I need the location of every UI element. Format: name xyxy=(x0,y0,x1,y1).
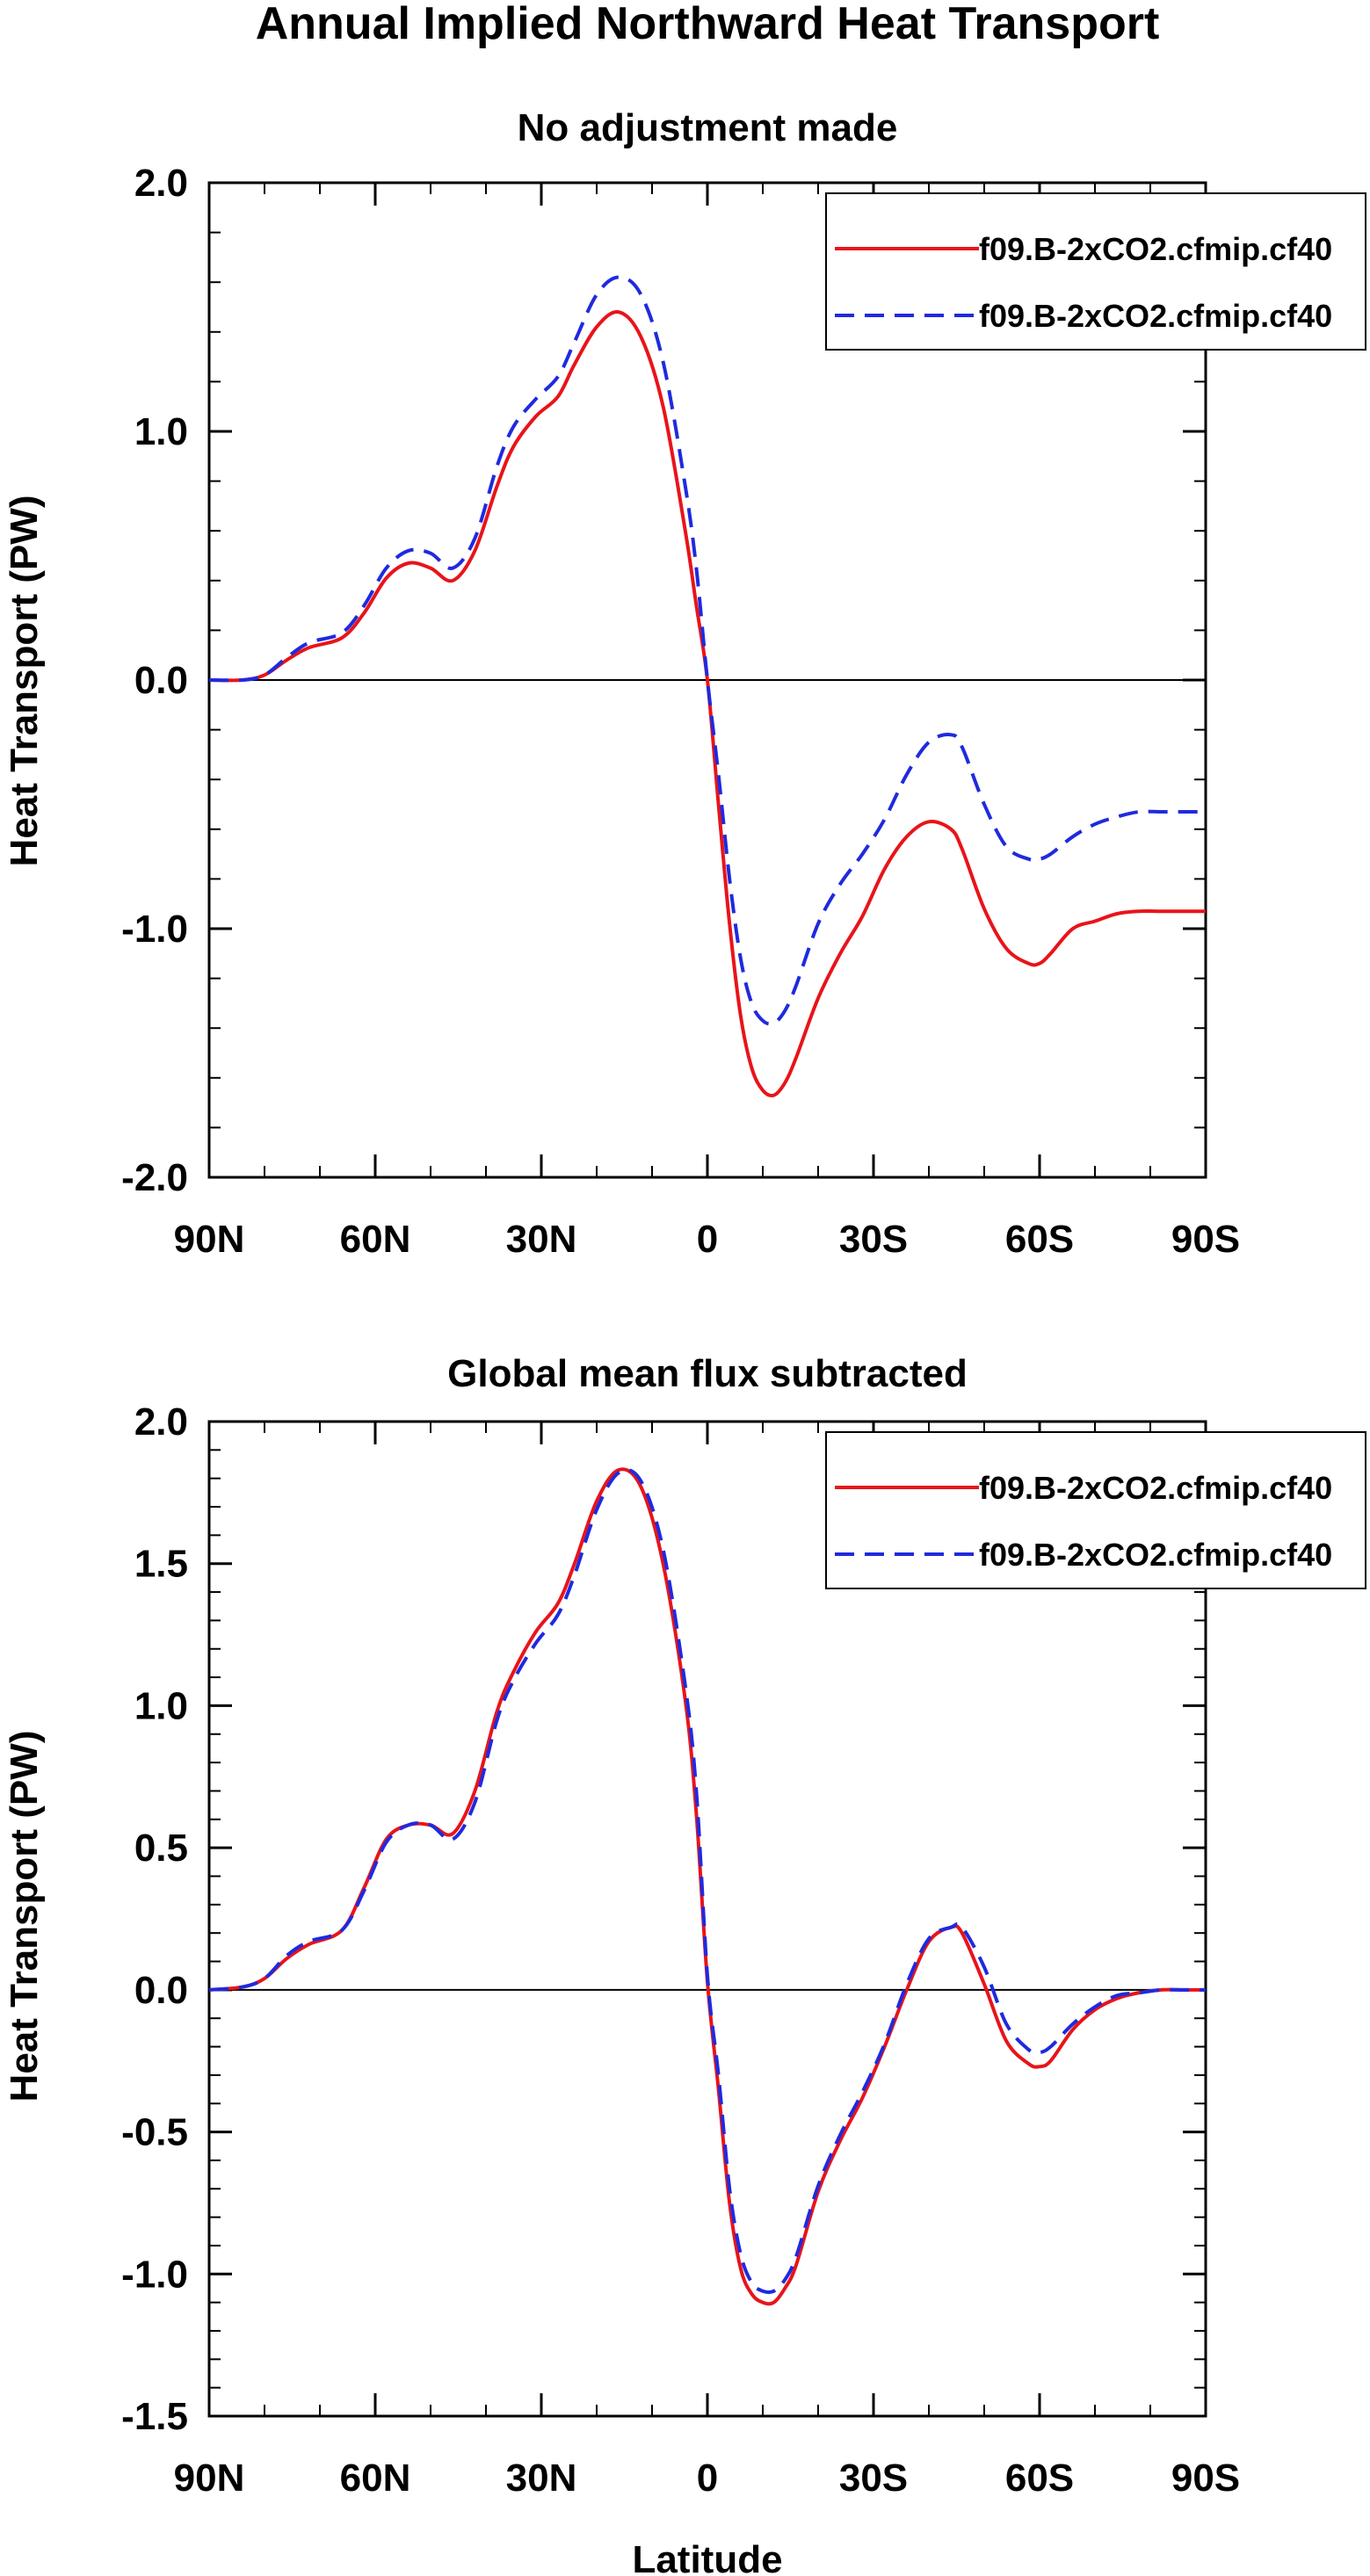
y-tick-label: 0.0 xyxy=(134,1969,188,2012)
legend-label: f09.B-2xCO2.cfmip.cf40 xyxy=(979,231,1332,267)
x-tick-label: 60S xyxy=(1005,1218,1074,1261)
x-tick-label: 30S xyxy=(839,2457,908,2500)
x-tick-label: 0 xyxy=(697,2457,718,2500)
y-tick-label: 1.5 xyxy=(134,1543,188,1586)
x-tick-label: 30N xyxy=(506,1218,577,1261)
legend-box xyxy=(825,1431,1366,1589)
panel-global-mean-subtracted: Global mean flux subtracted Heat Transpo… xyxy=(3,1352,1366,2500)
panel-title: Global mean flux subtracted xyxy=(447,1352,968,1395)
y-axis-label: Heat Transport (PW) xyxy=(3,496,46,867)
y-tick-label: 1.0 xyxy=(134,410,188,453)
y-tick-label: 0.0 xyxy=(134,659,188,702)
x-tick-label: 30S xyxy=(839,1218,908,1261)
series-line-dashed xyxy=(208,275,1206,1026)
y-axis-label: Heat Transport (PW) xyxy=(3,1731,46,2102)
x-tick-label: 30N xyxy=(506,2457,577,2500)
x-tick-label: 60N xyxy=(340,1218,411,1261)
y-tick-label: -0.5 xyxy=(121,2111,188,2154)
legend-label: f09.B-2xCO2.cfmip.cf40 xyxy=(979,1537,1332,1573)
y-tick-label: -1.0 xyxy=(121,2253,188,2296)
x-tick-label: 60S xyxy=(1005,2457,1074,2500)
x-tick-label: 90N xyxy=(174,2457,245,2500)
y-tick-label: 0.5 xyxy=(134,1827,188,1870)
x-tick-label: 90S xyxy=(1171,2457,1240,2500)
x-axis-label: Latitude xyxy=(632,2538,782,2576)
legend-label: f09.B-2xCO2.cfmip.cf40 xyxy=(979,1470,1332,1506)
y-tick-label: 2.0 xyxy=(134,1400,188,1444)
series-line-solid xyxy=(208,1467,1206,2306)
panel-no-adjustment: No adjustment made Heat Transport (PW) 9… xyxy=(3,106,1366,1261)
legend: f09.B-2xCO2.cfmip.cf40 f09.B-2xCO2.cfmip.… xyxy=(825,192,1366,351)
legend: f09.B-2xCO2.cfmip.cf40 f09.B-2xCO2.cfmip.… xyxy=(825,1431,1366,1589)
legend-box xyxy=(825,192,1366,351)
x-tick-label: 0 xyxy=(697,1218,718,1261)
legend-label: f09.B-2xCO2.cfmip.cf40 xyxy=(979,298,1332,334)
y-tick-label: -1.5 xyxy=(121,2395,188,2438)
x-tick-label: 60N xyxy=(340,2457,411,2500)
y-tick-label: -2.0 xyxy=(121,1156,188,1199)
x-tick-label: 90S xyxy=(1171,1218,1240,1261)
series-line-solid xyxy=(208,309,1206,1098)
y-tick-label: -1.0 xyxy=(121,908,188,951)
y-tick-label: 1.0 xyxy=(134,1684,188,1727)
figure-title: Annual Implied Northward Heat Transport xyxy=(256,0,1160,49)
panel-title: No adjustment made xyxy=(518,106,898,149)
x-tick-label: 90N xyxy=(174,1218,245,1261)
series-line-dashed xyxy=(208,1468,1206,2295)
y-tick-label: 2.0 xyxy=(134,162,188,205)
